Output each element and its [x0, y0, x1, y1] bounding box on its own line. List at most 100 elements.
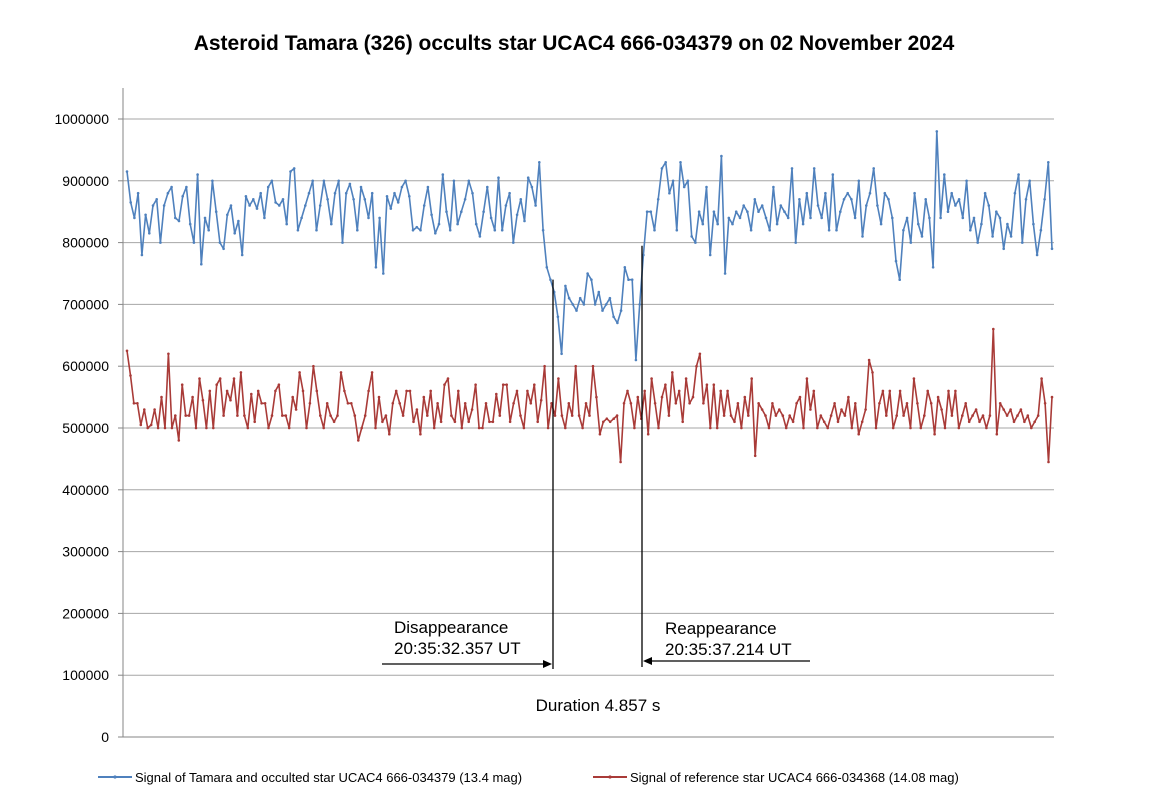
data-point	[727, 216, 731, 220]
data-point	[774, 414, 778, 417]
data-point	[497, 176, 500, 179]
series-line-reference	[126, 328, 1053, 463]
data-point	[515, 389, 519, 393]
data-point	[445, 210, 448, 213]
data-point	[377, 395, 381, 399]
data-point	[162, 204, 166, 207]
data-point	[881, 389, 885, 393]
data-point	[419, 228, 422, 232]
data-point	[529, 402, 533, 405]
data-point	[160, 395, 163, 399]
data-point	[214, 210, 218, 213]
legend-marker-reference	[608, 775, 612, 779]
data-point	[779, 204, 783, 207]
data-point	[686, 179, 690, 183]
y-tick-label: 1000000	[54, 111, 109, 127]
data-point	[519, 414, 522, 417]
data-point	[985, 426, 988, 430]
data-point	[360, 426, 364, 430]
legend-entry-reference: Signal of reference star UCAC4 666-03436…	[593, 770, 959, 785]
data-point	[374, 426, 377, 430]
data-point	[484, 402, 488, 405]
data-point	[629, 402, 633, 405]
data-point	[504, 204, 508, 207]
data-point	[174, 216, 177, 220]
data-point	[270, 414, 274, 417]
data-point	[332, 420, 336, 424]
data-point	[556, 315, 560, 319]
legend-entry-target: Signal of Tamara and occulted star UCAC4…	[98, 770, 522, 785]
data-point	[400, 185, 404, 189]
data-point	[760, 204, 764, 207]
data-point	[187, 414, 191, 417]
data-point	[995, 432, 999, 436]
data-point	[905, 402, 909, 405]
data-point	[602, 420, 605, 424]
data-point	[1047, 161, 1050, 164]
data-point	[344, 191, 348, 195]
data-point	[539, 398, 543, 402]
data-point	[148, 232, 151, 235]
data-point	[432, 426, 436, 430]
data-point	[218, 377, 222, 380]
data-point	[389, 207, 393, 210]
data-point	[775, 222, 779, 226]
data-point	[633, 426, 636, 430]
data-point	[388, 432, 391, 436]
data-point	[405, 389, 408, 393]
data-point	[760, 408, 764, 411]
data-point	[933, 432, 936, 436]
data-point	[719, 389, 722, 393]
data-point	[133, 216, 136, 220]
data-point	[229, 204, 233, 207]
data-point	[574, 364, 577, 368]
data-point	[729, 414, 733, 417]
data-point	[367, 216, 370, 220]
data-point	[436, 402, 439, 405]
data-point	[495, 392, 498, 396]
data-point	[616, 321, 619, 325]
data-point	[278, 204, 281, 207]
data-point	[515, 213, 519, 217]
data-point	[701, 222, 705, 226]
data-point	[891, 426, 895, 430]
data-point	[244, 195, 248, 198]
data-point	[935, 130, 939, 133]
data-point	[612, 315, 615, 319]
data-point	[167, 352, 170, 356]
data-point	[1002, 247, 1005, 251]
data-point	[456, 222, 459, 226]
data-point	[691, 395, 695, 399]
data-point	[588, 414, 591, 417]
data-point	[419, 432, 422, 436]
data-point	[343, 389, 346, 393]
data-point	[764, 216, 768, 220]
data-point	[697, 210, 701, 213]
data-point	[604, 303, 608, 306]
data-point	[671, 371, 674, 374]
data-point	[861, 235, 864, 238]
data-point	[467, 179, 471, 183]
data-point	[675, 228, 679, 232]
data-point	[391, 402, 395, 405]
data-point	[840, 408, 843, 411]
data-point	[408, 195, 411, 198]
data-point	[233, 232, 236, 235]
data-point	[709, 426, 712, 430]
data-point	[829, 414, 833, 417]
data-point	[536, 420, 539, 424]
data-point	[722, 414, 726, 417]
data-point	[304, 204, 307, 207]
data-point	[1032, 222, 1035, 226]
data-point	[136, 191, 140, 195]
data-point	[879, 222, 883, 226]
data-point	[533, 383, 536, 387]
data-point	[1050, 247, 1054, 251]
data-point	[1033, 420, 1036, 424]
data-point	[322, 179, 326, 183]
data-point	[660, 167, 664, 170]
data-point	[801, 222, 805, 226]
data-point	[876, 204, 879, 207]
y-tick-label: 0	[101, 729, 109, 745]
data-point	[677, 389, 681, 393]
